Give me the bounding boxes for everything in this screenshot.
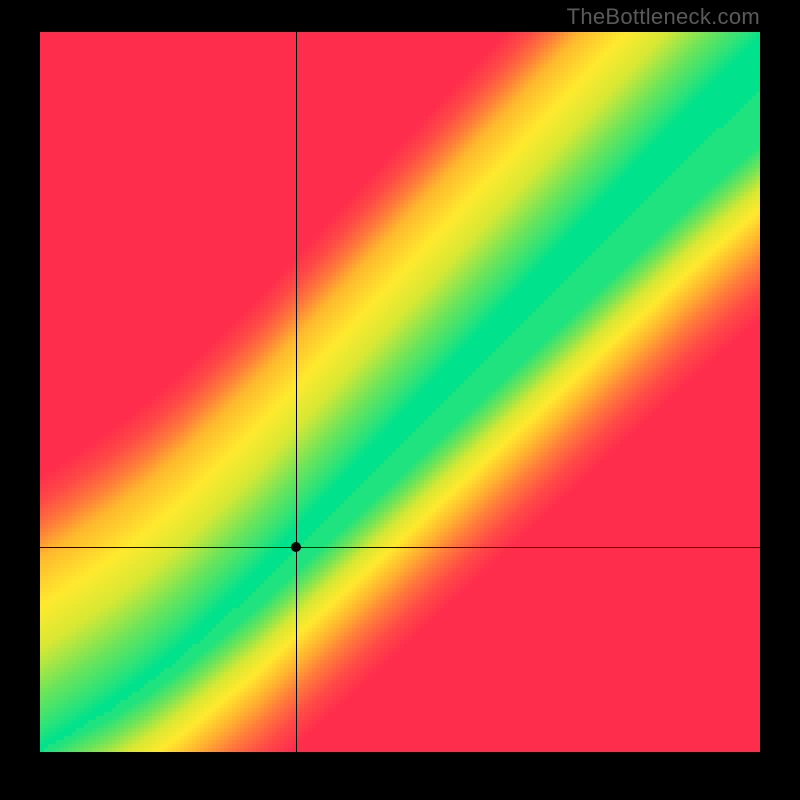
watermark-text: TheBottleneck.com <box>567 4 760 30</box>
crosshair-marker <box>291 542 301 552</box>
heatmap-canvas <box>40 32 760 752</box>
crosshair-vertical <box>296 32 297 752</box>
heatmap-plot <box>40 32 760 752</box>
crosshair-horizontal <box>40 547 760 548</box>
